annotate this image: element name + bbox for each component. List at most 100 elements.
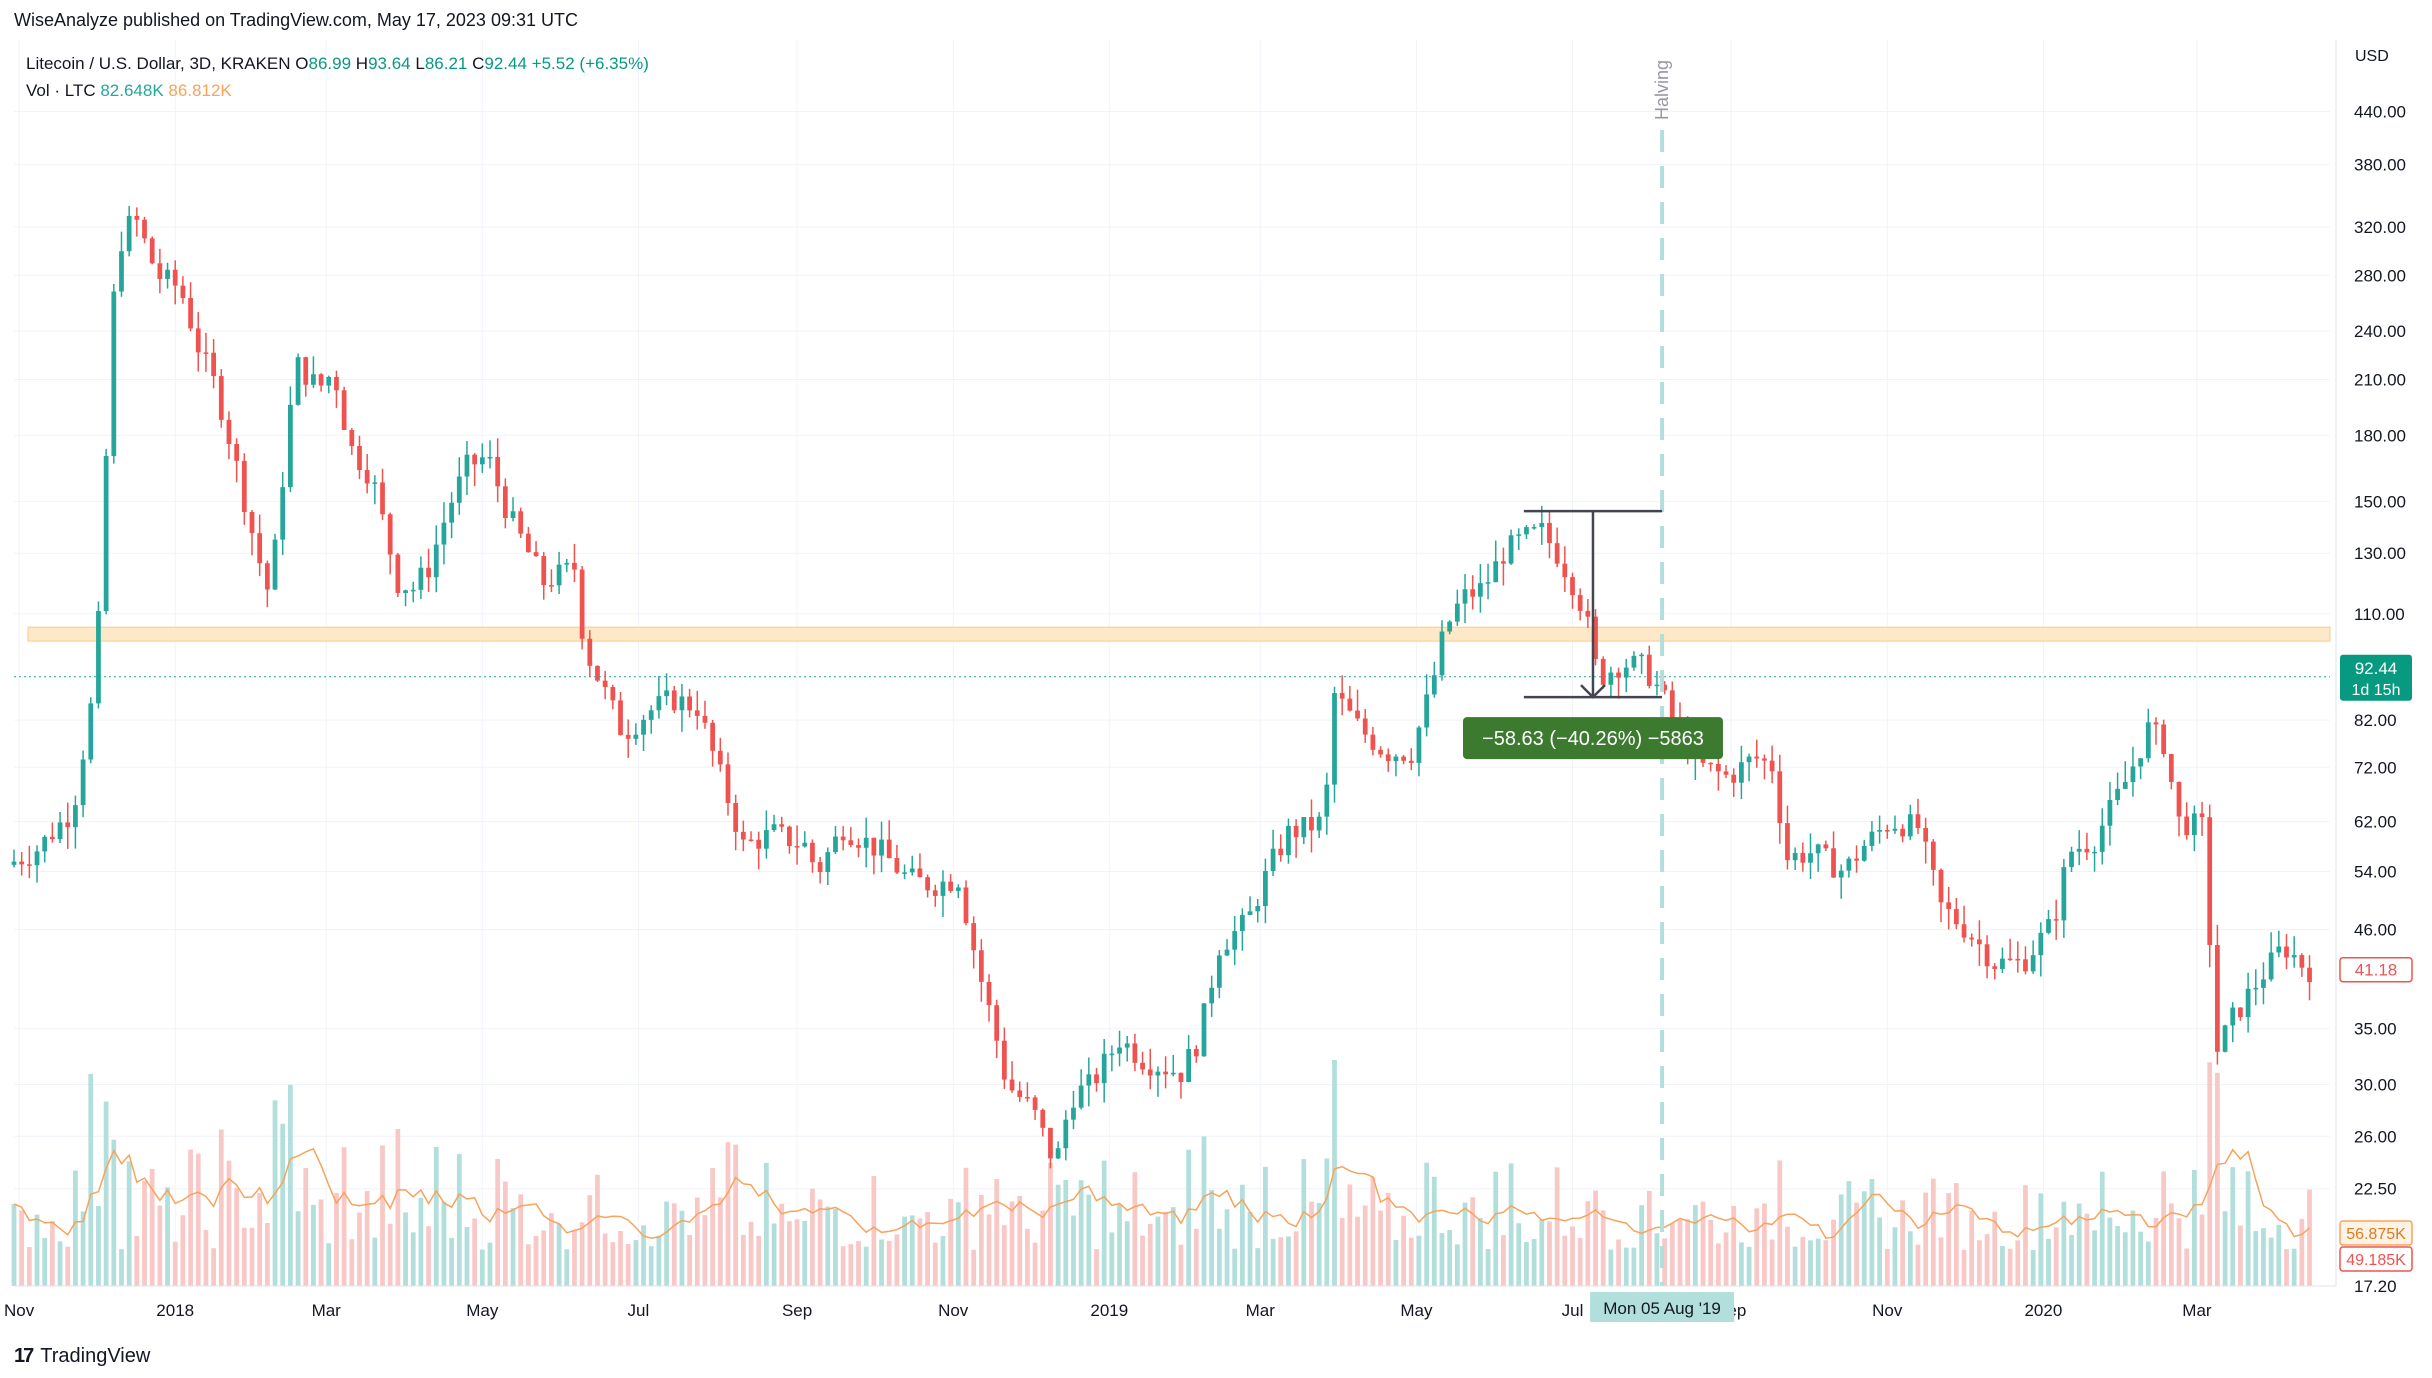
candle-body (1071, 1107, 1076, 1120)
candle-body (1009, 1079, 1015, 1091)
candle-body (1961, 924, 1967, 938)
candle-body (2176, 781, 2182, 817)
candle-body (2222, 1025, 2228, 1052)
candle-body (1854, 858, 1859, 861)
volume-bar (909, 1215, 915, 1286)
price-tick-label: 150.00 (2354, 492, 2406, 511)
volume-bar (572, 1230, 577, 1286)
volume-bar (1854, 1202, 1859, 1286)
volume-bar (234, 1188, 240, 1286)
price-tick-label: 54.00 (2354, 863, 2397, 882)
candle-body (142, 219, 147, 239)
candle-body (925, 877, 930, 891)
volume-bar (241, 1227, 247, 1286)
volume-value-box (2339, 1220, 2413, 1246)
volume-bar (1063, 1179, 1069, 1286)
volume-bar (288, 1084, 293, 1286)
candle-body (157, 263, 163, 279)
ohlc-close: 92.44 (484, 54, 527, 73)
candle-body (1040, 1109, 1046, 1128)
volume-bar (817, 1199, 823, 1286)
candle-body (341, 390, 347, 431)
candle-body (188, 297, 193, 329)
price-chart[interactable]: 440.00 380.00 320.00 280.00 240.00 210.00 180.… (0, 0, 2432, 1330)
candle-body (1439, 631, 1445, 676)
volume-bar (2084, 1213, 2090, 1286)
candle-body (165, 269, 170, 279)
candle-body (1600, 658, 1606, 685)
candle-body (495, 456, 501, 487)
volume-bar (433, 1146, 439, 1286)
candle-body (1247, 911, 1253, 915)
candle-body (119, 251, 124, 292)
volume-bar (1869, 1179, 1875, 1286)
volume-bar (2222, 1211, 2228, 1286)
volume-bar (840, 1246, 846, 1286)
candle-body (1385, 754, 1391, 762)
candle-body (1216, 955, 1222, 988)
volume-bar (1815, 1238, 1821, 1286)
candle-body (610, 687, 616, 701)
candle-body (971, 923, 977, 951)
price-tick-label: 180.00 (2354, 426, 2406, 445)
candle-body (2199, 813, 2205, 818)
candle-body (502, 486, 508, 519)
x-tick-label: Nov (1872, 1301, 1903, 1320)
volume-bar (2145, 1241, 2151, 1286)
candle-body (840, 836, 846, 841)
candle-body (1662, 684, 1668, 691)
volume-bar (1378, 1210, 1383, 1286)
volume-bar (2184, 1248, 2190, 1286)
volume-bar (1178, 1244, 1184, 1286)
volume-bar (1048, 1162, 1053, 1286)
volume-bar (2168, 1203, 2174, 1286)
volume-bar (2199, 1214, 2205, 1286)
volume-bar (1992, 1211, 1998, 1286)
tradingview-brand[interactable]: 17 TradingView (14, 1345, 150, 1368)
volume-bar (1393, 1239, 1399, 1286)
ohlc-high: 93.64 (368, 54, 411, 73)
volume-bar (1731, 1205, 1737, 1286)
volume-bar (1808, 1240, 1813, 1286)
candle-body (2099, 825, 2105, 852)
candle-body (1577, 595, 1583, 611)
candle-body (303, 357, 309, 385)
candle-body (817, 862, 823, 872)
candle-body (2215, 944, 2220, 1052)
volume-bar (111, 1139, 117, 1286)
candle-body (948, 881, 954, 891)
candle-body (2207, 817, 2213, 945)
volume-bar (656, 1235, 662, 1286)
volume-bar (902, 1216, 907, 1286)
volume-bar (1692, 1205, 1698, 1286)
candle-body (2061, 867, 2067, 921)
volume-bar (226, 1160, 232, 1286)
volume-bar (2276, 1224, 2282, 1286)
volume-bar (587, 1195, 593, 1286)
candle-body (1831, 848, 1836, 878)
candle-body (664, 690, 669, 697)
volume-bar (1623, 1247, 1629, 1286)
price-tick-label: 82.00 (2354, 711, 2397, 730)
candle-body (940, 881, 946, 896)
price-tick-label: 62.00 (2354, 812, 2397, 831)
volume-bar (2253, 1231, 2259, 1286)
volume-bar (1424, 1162, 1430, 1286)
currency-label: USD (2355, 48, 2389, 65)
candle-body (1431, 675, 1437, 695)
volume-bar (2191, 1169, 2197, 1286)
bar-countdown-label: 1d 15h (2352, 682, 2401, 699)
volume-bar (556, 1223, 562, 1286)
volume-bar (1078, 1180, 1084, 1286)
candle-body (1408, 760, 1414, 763)
volume-row: Vol · LTC 82.648K 86.812K (26, 77, 649, 104)
volume-bar (1654, 1233, 1660, 1286)
volume-bar (1884, 1248, 1890, 1286)
candle-body (1048, 1127, 1053, 1159)
volume-bar (1140, 1235, 1145, 1286)
volume-bar (2215, 1072, 2220, 1286)
volume-bar (633, 1240, 639, 1286)
symbol-title: Litecoin / U.S. Dollar, 3D, KRAKEN (26, 54, 291, 73)
candle-body (26, 864, 32, 866)
candle-body (1524, 527, 1529, 535)
